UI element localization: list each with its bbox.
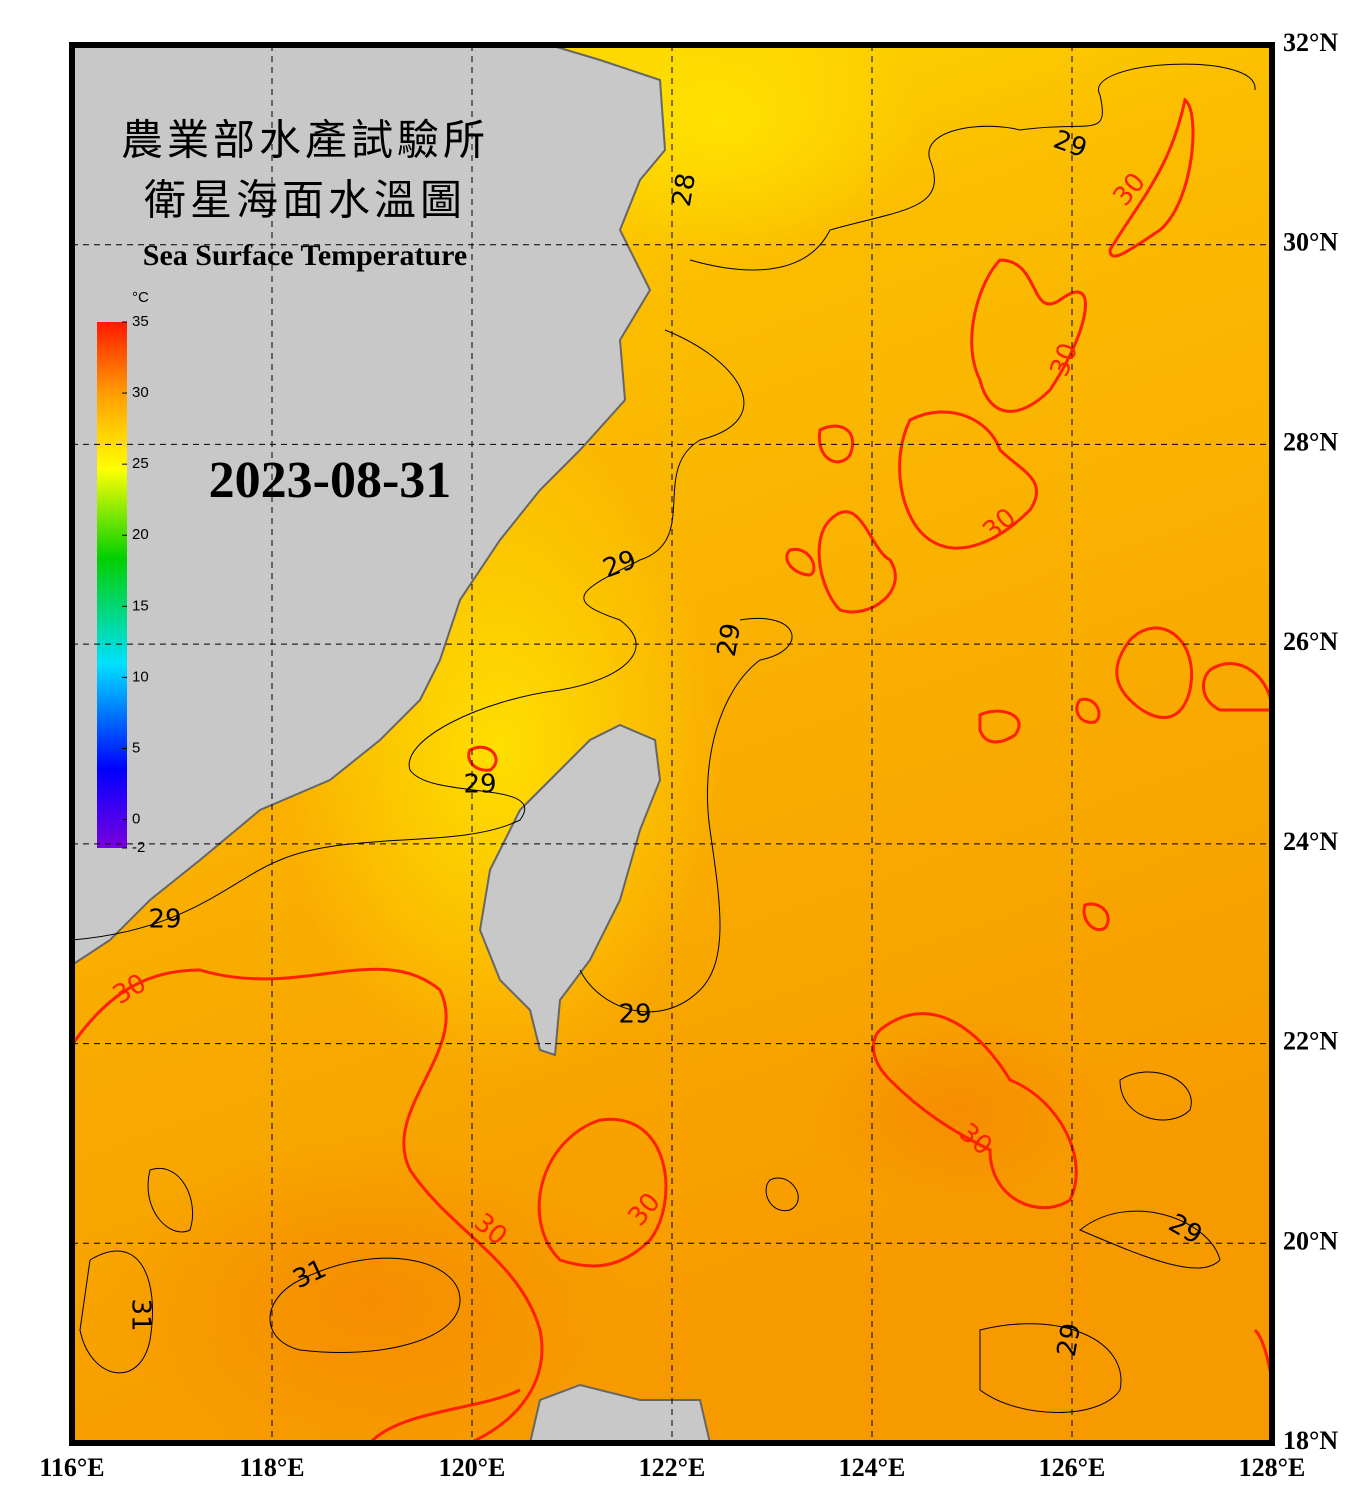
lon-label: 118°E <box>239 1453 304 1482</box>
lat-label: 18°N <box>1283 1426 1338 1455</box>
lat-label: 26°N <box>1283 627 1338 656</box>
lon-label: 116°E <box>39 1453 104 1482</box>
lon-label: 126°E <box>1039 1453 1106 1482</box>
colorbar <box>97 322 127 848</box>
subtitle: 衛星海面水溫圖 <box>144 179 466 225</box>
contour-label: 29 <box>712 621 747 659</box>
lat-label: 20°N <box>1283 1226 1338 1255</box>
contour-label: 29 <box>463 770 496 800</box>
lon-label: 128°E <box>1239 1453 1306 1482</box>
colorbar-label: -2 <box>132 839 145 856</box>
lat-label: 28°N <box>1283 427 1338 456</box>
title-en: Sea Surface Temperature <box>143 239 467 272</box>
lat-label: 24°N <box>1283 827 1338 856</box>
lon-label: 124°E <box>839 1453 906 1482</box>
warm-water <box>110 1140 630 1443</box>
lat-label: 30°N <box>1283 228 1338 257</box>
title: 農業部水產試驗所 <box>121 118 489 165</box>
contour-label: 31 <box>126 1298 156 1331</box>
contour-30 <box>72 97 1272 1443</box>
contour-label: 29 <box>148 905 181 935</box>
colorbar-label: 25 <box>132 455 149 472</box>
colorbar-label: 30 <box>132 384 149 401</box>
contour-label: 28 <box>667 171 702 209</box>
colorbar-label: 35 <box>132 313 149 330</box>
date: 2023-08-31 <box>209 452 452 509</box>
lat-label: 22°N <box>1283 1027 1338 1056</box>
land-luzon <box>528 1383 712 1443</box>
colorbar-label: 10 <box>132 668 149 685</box>
colorbar-label: 5 <box>132 739 140 756</box>
contour-29 <box>72 63 1256 1413</box>
colorbar-label: 0 <box>132 811 140 828</box>
lon-label: 120°E <box>439 1453 506 1482</box>
contour-label: 29 <box>1052 1321 1087 1359</box>
contour-label: 29 <box>618 1000 651 1030</box>
warm-water <box>810 1010 1110 1210</box>
colorbar-unit: °C <box>132 289 149 306</box>
colorbar-label: 20 <box>132 526 149 543</box>
colorbar-label: 15 <box>132 597 149 614</box>
lon-label: 122°E <box>639 1453 706 1482</box>
lat-label: 32°N <box>1283 28 1338 57</box>
land-china <box>72 45 667 967</box>
